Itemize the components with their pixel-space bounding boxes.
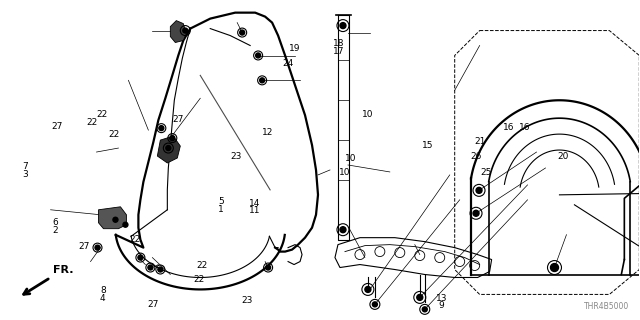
Text: 7: 7 (22, 162, 28, 171)
Polygon shape (157, 136, 180, 163)
Text: 27: 27 (78, 242, 90, 251)
Text: 6: 6 (52, 218, 58, 227)
Circle shape (170, 136, 175, 140)
Text: 26: 26 (471, 152, 482, 161)
Text: 8: 8 (100, 286, 106, 295)
Circle shape (340, 23, 346, 28)
Text: 20: 20 (557, 152, 568, 161)
Polygon shape (99, 207, 127, 229)
Text: 21: 21 (474, 137, 485, 146)
Text: 19: 19 (289, 44, 300, 53)
Text: 3: 3 (22, 170, 28, 179)
Text: 16: 16 (502, 123, 514, 132)
Text: 11: 11 (248, 206, 260, 215)
Text: 1: 1 (218, 205, 224, 214)
Text: 22: 22 (86, 118, 98, 127)
Text: 25: 25 (481, 168, 492, 177)
Text: 24: 24 (282, 59, 294, 68)
Text: 17: 17 (333, 47, 345, 56)
Text: THR4B5000: THR4B5000 (584, 302, 629, 311)
Text: 22: 22 (109, 130, 120, 139)
Circle shape (138, 255, 143, 260)
Text: 23: 23 (241, 296, 252, 305)
Circle shape (473, 210, 479, 216)
Circle shape (422, 307, 428, 312)
Circle shape (340, 227, 346, 233)
Circle shape (113, 217, 118, 222)
Circle shape (123, 222, 128, 227)
Text: 22: 22 (129, 235, 140, 244)
Text: 10: 10 (362, 110, 374, 119)
Circle shape (266, 265, 271, 270)
Text: FR.: FR. (52, 266, 73, 276)
Text: 2: 2 (52, 226, 58, 235)
Text: 22: 22 (96, 110, 108, 119)
Circle shape (550, 264, 559, 271)
Text: 16: 16 (518, 123, 530, 132)
Text: 22: 22 (196, 261, 207, 270)
Circle shape (166, 146, 171, 150)
Circle shape (417, 294, 423, 300)
Text: 10: 10 (339, 168, 350, 177)
Circle shape (372, 302, 378, 307)
Text: 14: 14 (248, 199, 260, 208)
Text: 5: 5 (218, 197, 224, 206)
Text: 15: 15 (422, 141, 433, 150)
Circle shape (260, 78, 264, 83)
Circle shape (158, 267, 163, 272)
Circle shape (255, 53, 260, 58)
Text: 4: 4 (100, 294, 106, 303)
Circle shape (365, 286, 371, 292)
Text: 27: 27 (147, 300, 158, 309)
Circle shape (159, 126, 164, 131)
Text: 18: 18 (333, 39, 345, 48)
Text: 27: 27 (173, 115, 184, 124)
Polygon shape (170, 20, 186, 43)
Circle shape (183, 28, 188, 33)
Text: 12: 12 (262, 128, 273, 137)
Text: 23: 23 (230, 152, 241, 161)
Text: 9: 9 (438, 301, 444, 310)
Circle shape (476, 188, 482, 193)
Circle shape (95, 245, 100, 250)
Circle shape (239, 30, 244, 35)
Circle shape (148, 265, 153, 270)
Text: 22: 22 (193, 275, 204, 284)
Text: 27: 27 (51, 122, 63, 131)
Text: 13: 13 (436, 294, 447, 303)
Text: 10: 10 (345, 154, 356, 163)
